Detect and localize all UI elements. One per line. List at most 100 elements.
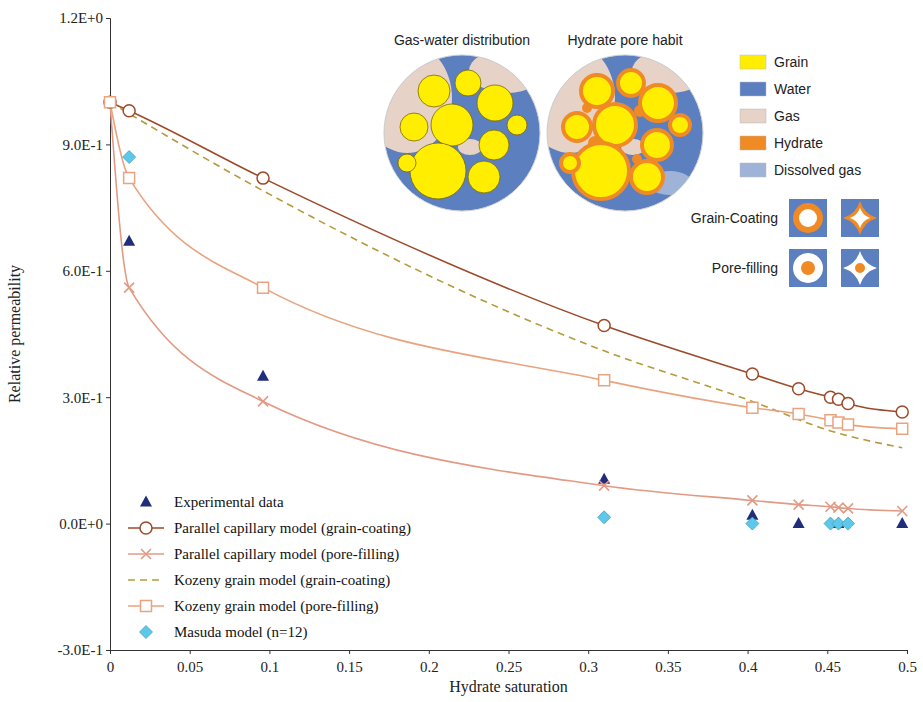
data-point [257,172,269,184]
grain [468,161,500,193]
marker-group [257,172,269,184]
y-tick-mark [106,397,110,398]
component-label: Gas [774,108,800,124]
legend-label: Kozeny grain model (grain-coating) [174,572,390,589]
legend-symbol [141,601,152,612]
data-point [105,97,115,107]
habit-icon [789,199,827,237]
y-tick-label: -3.0E-1 [58,642,103,658]
habit-icon [841,249,879,287]
data-point [793,383,805,395]
legend-item: Kozeny grain model (grain-coating) [128,572,390,589]
x-tick: 0.25 [496,650,522,675]
habit-label: Grain-Coating [691,210,778,226]
x-tick-label: 0.1 [261,659,280,675]
grain [561,154,579,172]
grain [418,75,450,107]
series-line [110,102,902,412]
marker-group [896,517,908,528]
data-point [794,500,804,510]
data-point [896,406,908,418]
x-tick-label: 0 [107,659,115,675]
grain [670,115,690,135]
icon-hydrate [843,201,877,235]
data-point [123,105,135,117]
data-point [599,481,609,491]
x-tick: 0.1 [261,650,280,675]
x-tick-label: 0.4 [739,659,758,675]
icon-hydrate [855,263,865,273]
y-tick: 3.0E-1 [63,390,110,406]
legend-item: Kozeny grain model (pore-filling) [128,598,379,615]
legend-symbol [140,626,153,639]
data-point [747,495,757,505]
x-tick-mark [668,650,669,654]
marker-group [793,383,805,395]
data-point [747,402,758,413]
y-tick-label: 1.2E+0 [59,10,103,26]
y-tick-mark [106,650,110,651]
component-swatch [740,109,766,123]
data-point [124,173,135,184]
icon-pore [793,253,823,283]
data-point [746,368,758,380]
pore-diagram [362,43,545,211]
icon-ground [789,199,827,237]
x-tick-label: 0.15 [336,659,362,675]
grain [507,115,527,135]
icon-pore [850,208,870,228]
series-line [110,102,902,447]
marker-group [843,419,854,430]
y-tick: 9.0E-1 [63,137,110,153]
habit-icon [841,199,879,237]
marker-group [257,370,269,381]
legend-item: Masuda model (n=12) [140,624,308,641]
grain [431,104,473,146]
grain [618,70,644,96]
x-tick: 0.45 [815,650,841,675]
x-tick-mark [588,650,589,654]
y-tick-label: 9.0E-1 [63,137,103,153]
grain [455,70,481,96]
data-point [746,517,759,530]
legend-item: Experimental data [140,494,284,510]
marker-group [843,503,853,513]
marker-group [793,517,805,528]
icon-hydrate [801,261,815,275]
x-tick: 0 [107,650,115,675]
marker-group [123,235,135,246]
x-tick-label: 0.45 [815,659,841,675]
marker-group [897,423,908,434]
icon-ground [841,249,879,287]
data-point [258,396,268,406]
data-point [793,409,804,420]
x-axis-line [111,651,908,655]
grain [400,113,428,141]
grain [398,154,416,172]
grain [640,85,676,121]
data-point [257,370,269,381]
marker-group [896,406,908,418]
x-tick-label: 0.25 [496,659,522,675]
legend-label: Kozeny grain model (pore-filling) [174,598,379,615]
data-point [104,96,116,108]
icon-pore [799,209,817,227]
marker-group [842,517,855,530]
marker-group [833,503,843,513]
x-tick-mark [509,650,510,654]
inset: Gas-water distributionHydrate pore habit… [362,32,879,287]
data-point [843,419,854,430]
legend-label: Parallel capillary model (grain-coating) [174,520,411,537]
legend-marker [140,496,152,507]
legend-label: Masuda model (n=12) [174,624,307,641]
marker-group [124,173,135,184]
legend-item: Parallel capillary model (pore-filling) [128,546,399,563]
legend: Experimental data Parallel capillary mode… [128,494,411,641]
x-tick: 0.15 [336,650,362,675]
marker-group [794,500,804,510]
marker-group [599,481,609,491]
y-axis-title: Relative permeability [6,265,24,403]
x-tick-label: 0.05 [177,659,203,675]
legend-item: Parallel capillary model (grain-coating) [128,520,411,537]
marker-group [105,97,115,107]
